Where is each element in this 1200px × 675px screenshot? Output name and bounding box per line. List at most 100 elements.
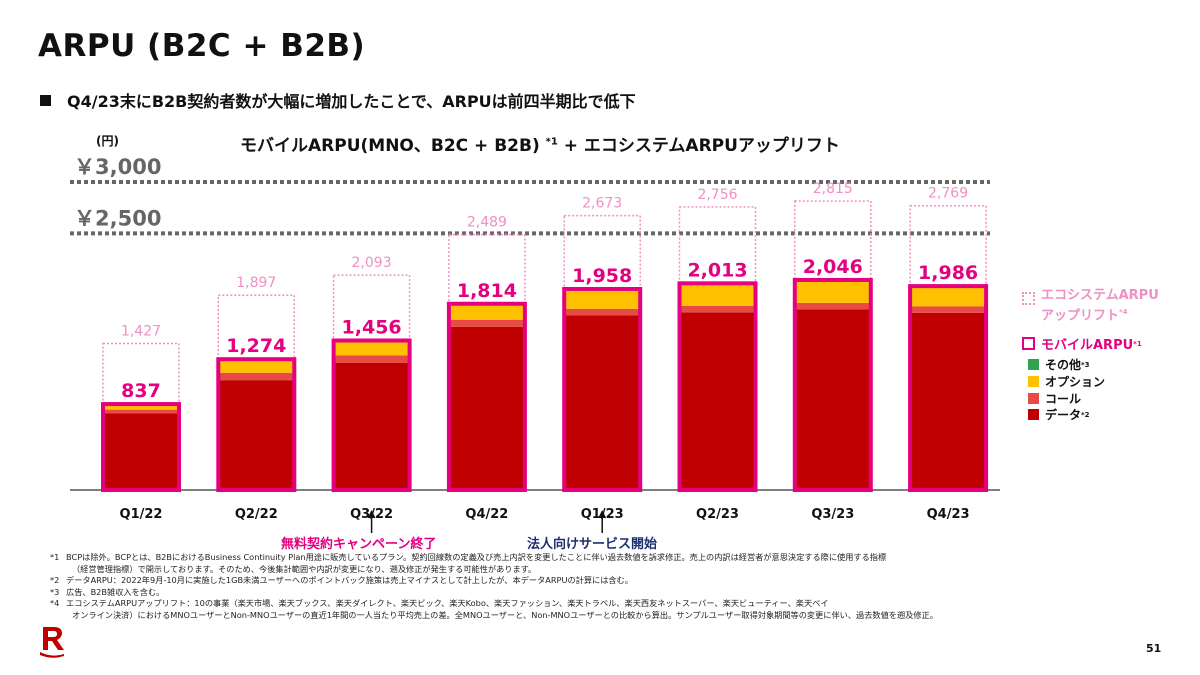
ecosystem-total-label: 2,673 [582,196,622,212]
bar-segment-call [794,302,871,310]
page-number: 51 [1146,642,1162,655]
ecosystem-total-label: 2,489 [467,214,507,230]
legend-ecosystem-label-1: エコシステムARPU [1041,288,1159,303]
footnote-text: （経営管理指標）で開示しております。そのため、今後集計範囲や内訳が変更になり、遡… [72,563,537,574]
footnote-mark: *2 [50,575,60,586]
footnote-text: BCPは除外。BCPとは、B2BにおけるBusiness Continuity … [66,552,887,562]
bar-segment-data [679,312,756,490]
ecosystem-total-label: 2,093 [352,255,392,271]
reference-line-label: ￥3,000 [74,155,161,179]
bar-segment-option [794,280,871,303]
footnote: *2 データARPU：2022年9月-10月に実施した1GB未満ユーザーへのポイン… [50,575,1176,587]
legend-data-note: *2 [1081,410,1090,419]
legend-option-swatch [1028,376,1039,387]
mobile-arpu-outline [101,402,181,492]
bar-segment-option [448,303,525,320]
bar-segment-data [448,326,525,490]
mobile-arpu-label: 1,958 [572,265,632,287]
legend-data-swatch [1028,409,1039,420]
event-arrow-head-icon [598,510,607,518]
legend-other-label: その他 [1045,358,1082,372]
ecosystem-total-label: 1,897 [236,275,276,291]
mobile-arpu-outline [562,286,643,492]
footnote-mark: *3 [50,586,60,597]
reference-line-label: ￥2,500 [74,206,161,230]
ecosystem-uplift-box [678,206,757,285]
x-tick-label: Q3/23 [811,507,854,522]
legend-other-note: *3 [1081,360,1090,369]
ecosystem-total-label: 2,769 [928,186,968,202]
chart-title-suffix: + エコシステムARPUアップリフト [557,136,840,156]
legend-mobile-note: *1 [1133,339,1142,348]
ecosystem-uplift-box [909,204,987,287]
bar-segment-option [564,289,641,309]
bar-segment-call [448,319,525,327]
legend-data: データ *2 [1028,406,1090,423]
bar-segment-data [794,309,871,490]
bar-segment-option [333,340,410,356]
ecosystem-uplift-box [332,274,411,342]
mobile-arpu-outline [908,284,989,492]
headline-bullet: Q4/23末にB2B契約者数が大幅に増加したことで、ARPUは前四半期比で低下 [40,88,636,112]
bar-segment-option [910,287,987,307]
mobile-arpu-outline [446,301,527,492]
footnote: *4 エコシステムARPUアップリフト：10の事業（楽天市場、楽天ブックス、楽天ダ… [50,598,1176,610]
mobile-arpu-label: 837 [121,380,161,402]
bar-segment-call [333,355,410,363]
x-tick-label: Q1/22 [120,507,163,522]
mobile-arpu-outline [792,277,873,492]
footnote-mark: *1 [50,552,60,562]
bar-segment-option [103,404,179,410]
chart-title-main: モバイルARPU(MNO、B2C + B2B) [240,136,540,156]
footnote-text: 広告、B2B雑収入を含む。 [66,586,165,597]
bar-segment-call [103,409,179,414]
bar-segment-option [218,359,295,373]
mobile-arpu-label: 1,274 [226,335,286,357]
legend-ecosystem-swatch [1022,292,1035,305]
unit-label: (円) [96,134,119,148]
ecosystem-uplift-box [102,342,180,405]
legend-mobile: モバイルARPU *1 [1022,334,1142,353]
legend-mobile-swatch [1022,337,1035,350]
legend-ecosystem: エコシステムARPU アップリフト*4 [1022,288,1159,324]
footnote-mark: *4 [50,598,60,609]
footnote-text: オンライン決済）におけるMNOユーザーとNon-MNOユーザーの直近1年間の一人… [72,609,938,620]
event-campaign-end: 無料契約キャンペーン終了 [281,537,437,552]
page-title: ARPU (B2C + B2B) [38,28,366,64]
footnote: オンライン決済）におけるMNOユーザーとNon-MNOユーザーの直近1年間の一人… [66,610,1176,622]
event-arrow-head-icon [367,510,376,518]
footnote: *3 広告、B2B雑収入を含む。 [50,586,1176,599]
bar-segment-call [679,305,756,313]
legend-other: その他 *3 [1028,356,1090,373]
legend-call: コール [1028,390,1081,407]
legend-mobile-label: モバイルARPU [1041,338,1134,353]
bar-segment-data [333,362,410,490]
ecosystem-total-label: 2,815 [813,181,853,197]
x-tick-label: Q2/23 [696,507,739,522]
legend-ecosystem-note: *4 [1119,308,1128,316]
bar-segment-data [910,312,987,490]
x-tick-label: Q4/23 [927,507,970,522]
bar-segment-data [103,413,179,490]
legend-option: オプション [1028,373,1105,390]
mobile-arpu-label: 2,046 [803,256,863,278]
bar-segment-option [679,283,756,306]
x-tick-label: Q2/22 [235,507,278,522]
legend-call-swatch [1028,393,1039,404]
mobile-arpu-outline [677,281,758,492]
mobile-arpu-outline [331,338,412,492]
headline-text: Q4/23末にB2B契約者数が大幅に増加したことで、ARPUは前四半期比で低下 [67,92,636,111]
bullet-square-icon [40,95,51,106]
ecosystem-uplift-box [563,214,641,290]
chart-title-note: *1 [545,136,558,148]
legend-option-label: オプション [1045,375,1106,389]
mobile-arpu-label: 2,013 [687,259,747,281]
footnote-text: データARPU：2022年9月-10月に実施した1GB未満ユーザーへのポイントバ… [66,575,633,586]
legend-other-swatch [1028,359,1039,370]
footnote: *1 BCPは除外。BCPとは、B2BにおけるBusiness Continuit… [50,552,1176,564]
x-tick-label: Q4/22 [465,507,508,522]
chart-title: モバイルARPU(MNO、B2C + B2B) *1 + エコシステムARPUア… [240,131,840,156]
footnote: （経営管理指標）で開示しております。そのため、今後集計範囲や内訳が変更になり、遡… [66,564,1176,576]
footnotes: *1 BCPは除外。BCPとは、B2BにおけるBusiness Continuit… [50,552,1176,622]
mobile-arpu-outline [216,357,297,492]
